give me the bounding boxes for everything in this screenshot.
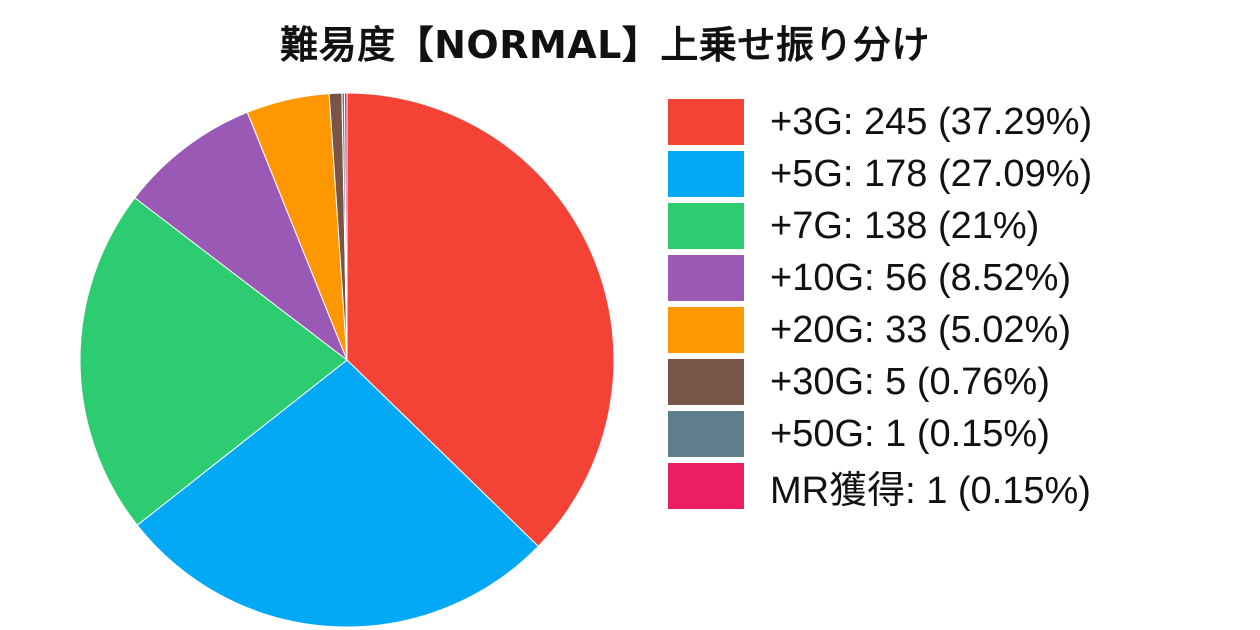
pie-slice-1 <box>136 359 539 628</box>
legend-item: +5G: 178 (27.09%) <box>668 148 1092 200</box>
pie-chart <box>79 92 615 628</box>
legend-label: +3G: 245 (37.29%) <box>770 100 1093 143</box>
legend-label: +50G: 1 (0.15%) <box>770 412 1050 455</box>
legend-label: +10G: 56 (8.52%) <box>770 256 1072 299</box>
legend-item: +10G: 56 (8.52%) <box>668 252 1092 304</box>
chart-title: 難易度【NORMAL】上乗せ振り分け <box>280 23 930 67</box>
legend-label: +30G: 5 (0.76%) <box>770 360 1050 403</box>
legend-swatch <box>668 463 744 509</box>
pie-slice-2 <box>79 197 348 526</box>
pie-slice-7 <box>343 92 348 361</box>
pie-slice-0 <box>346 92 615 548</box>
legend-swatch <box>668 255 744 301</box>
legend-label: +20G: 33 (5.02%) <box>770 308 1072 351</box>
legend-swatch <box>668 307 744 353</box>
legend-label: +5G: 178 (27.09%) <box>770 152 1093 195</box>
legend-item: +3G: 245 (37.29%) <box>668 96 1092 148</box>
legend: +3G: 245 (37.29%) +5G: 178 (27.09%) +7G: 1… <box>668 96 1092 512</box>
legend-swatch <box>668 151 744 197</box>
legend-item: MR獲得: 1 (0.15%) <box>668 460 1092 512</box>
legend-item: +30G: 5 (0.76%) <box>668 356 1092 408</box>
legend-item: +20G: 33 (5.02%) <box>668 304 1092 356</box>
legend-label: MR獲得: 1 (0.15%) <box>770 469 1091 512</box>
legend-swatch <box>668 411 744 457</box>
legend-label: +7G: 138 (21%) <box>770 204 1040 247</box>
legend-swatch <box>668 99 744 145</box>
legend-swatch <box>668 359 744 405</box>
legend-item: +7G: 138 (21%) <box>668 200 1092 252</box>
legend-swatch <box>668 203 744 249</box>
legend-item: +50G: 1 (0.15%) <box>668 408 1092 460</box>
pie-slice-3 <box>134 111 349 362</box>
